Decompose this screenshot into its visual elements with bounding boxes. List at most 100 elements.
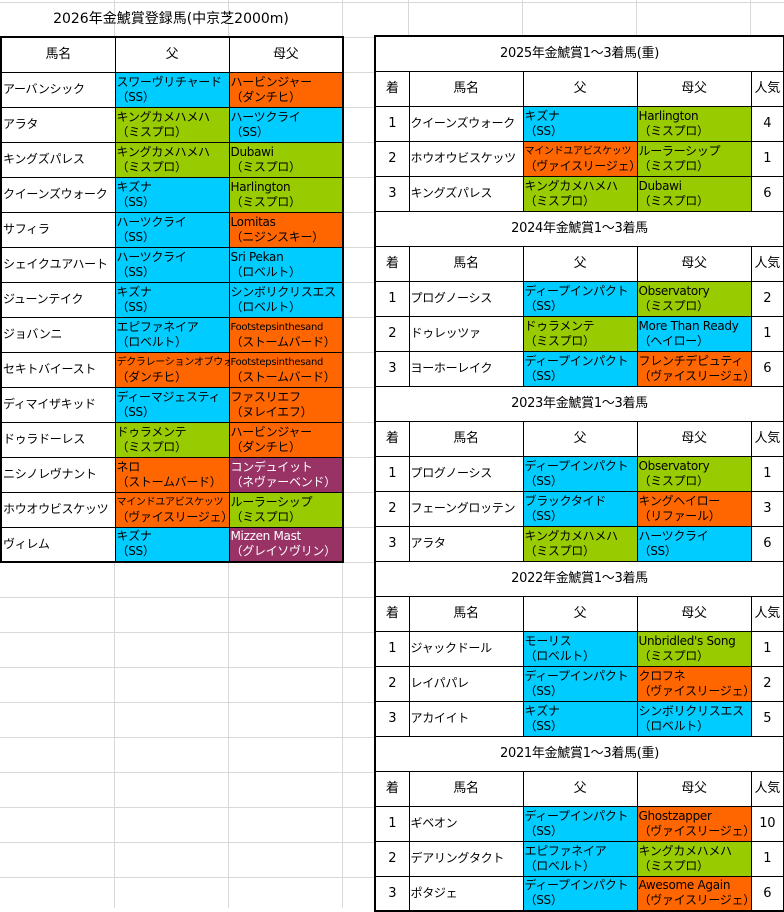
horse-name-cell[interactable]: アラタ xyxy=(408,525,524,562)
horse-name-cell[interactable]: ヴィレム xyxy=(0,526,116,563)
sire-header[interactable]: 父 xyxy=(522,245,638,282)
horse-name-cell[interactable]: セキトバイースト xyxy=(0,351,116,388)
horse-name-cell[interactable]: ホウオウビスケッツ xyxy=(0,491,116,528)
sire-cell[interactable]: ディープインパクト （SS） xyxy=(522,350,638,387)
horse-name-cell[interactable]: ヨーホーレイク xyxy=(408,350,524,387)
broodmare-sire-header[interactable]: 母父 xyxy=(228,36,344,73)
sire-cell[interactable]: マインドユアビスケッツ （ヴァイスリージェ） xyxy=(522,140,638,177)
popularity-header[interactable]: 人気 xyxy=(750,770,784,807)
horse-name-header[interactable]: 馬名 xyxy=(408,70,524,107)
sire-header[interactable]: 父 xyxy=(522,595,638,632)
year-title[interactable]: 2025年金鯱賞1～3着馬(重) xyxy=(374,35,784,72)
sire-cell[interactable]: ディープインパクト （SS） xyxy=(522,875,638,912)
rank-cell[interactable]: 2 xyxy=(374,840,410,877)
sire-cell[interactable]: ハーツクライ （SS） xyxy=(114,211,230,248)
horse-name-cell[interactable]: ジューンテイク xyxy=(0,281,116,318)
sire-cell[interactable]: キズナ （SS） xyxy=(522,105,638,142)
popularity-cell[interactable]: 1 xyxy=(750,840,784,877)
broodmare-sire-cell[interactable]: Ghostzapper （ヴァイスリージェ） xyxy=(636,805,752,842)
sire-cell[interactable]: キングカメハメハ （ミスプロ） xyxy=(522,175,638,212)
horse-name-cell[interactable]: デアリングタクト xyxy=(408,840,524,877)
horse-name-header[interactable]: 馬名 xyxy=(408,245,524,282)
horse-name-cell[interactable]: アカイイト xyxy=(408,700,524,737)
horse-name-cell[interactable]: サフィラ xyxy=(0,211,116,248)
broodmare-sire-cell[interactable]: More Than Ready （ヘイロー） xyxy=(636,315,752,352)
horse-name-cell[interactable]: ジョバンニ xyxy=(0,316,116,353)
horse-name-cell[interactable]: キングズパレス xyxy=(408,175,524,212)
sire-cell[interactable]: ディープインパクト （SS） xyxy=(522,455,638,492)
sire-cell[interactable]: マインドユアビスケッツ （ヴァイスリージェ） xyxy=(114,491,230,528)
broodmare-sire-cell[interactable]: Sri Pekan （ロベルト） xyxy=(228,246,344,283)
horse-name-cell[interactable]: キングズパレス xyxy=(0,141,116,178)
broodmare-sire-header[interactable]: 母父 xyxy=(636,420,752,457)
broodmare-sire-cell[interactable]: シンボリクリスエス （ロベルト） xyxy=(228,281,344,318)
broodmare-sire-header[interactable]: 母父 xyxy=(636,595,752,632)
broodmare-sire-cell[interactable]: Harlington （ミスプロ） xyxy=(636,105,752,142)
popularity-cell[interactable]: 4 xyxy=(750,105,784,142)
horse-name-cell[interactable]: ギベオン xyxy=(408,805,524,842)
horse-name-cell[interactable]: ホウオウビスケッツ xyxy=(408,140,524,177)
broodmare-sire-cell[interactable]: Footstepsinthesand （ストームバード） xyxy=(228,316,344,353)
broodmare-sire-cell[interactable]: キングカメハメハ （ミスプロ） xyxy=(636,840,752,877)
broodmare-sire-cell[interactable]: ルーラーシップ （ミスプロ） xyxy=(636,140,752,177)
year-title[interactable]: 2022年金鯱賞1～3着馬 xyxy=(374,560,784,597)
year-title[interactable]: 2021年金鯱賞1～3着馬(重) xyxy=(374,735,784,772)
horse-name-cell[interactable]: アーバンシック xyxy=(0,71,116,108)
popularity-header[interactable]: 人気 xyxy=(750,70,784,107)
horse-name-cell[interactable]: レイパパレ xyxy=(408,665,524,702)
rank-cell[interactable]: 3 xyxy=(374,875,410,912)
sire-cell[interactable]: モーリス （ロベルト） xyxy=(522,630,638,667)
sire-cell[interactable]: キズナ （SS） xyxy=(114,176,230,213)
sire-cell[interactable]: キングカメハメハ （ミスプロ） xyxy=(114,106,230,143)
rank-header[interactable]: 着 xyxy=(374,70,410,107)
horse-name-cell[interactable]: クイーンズウォーク xyxy=(0,176,116,213)
broodmare-sire-cell[interactable]: Observatory （ミスプロ） xyxy=(636,455,752,492)
popularity-header[interactable]: 人気 xyxy=(750,245,784,282)
horse-name-cell[interactable]: フェーングロッテン xyxy=(408,490,524,527)
sire-cell[interactable]: ハーツクライ （SS） xyxy=(114,246,230,283)
popularity-cell[interactable]: 3 xyxy=(750,490,784,527)
popularity-cell[interactable]: 6 xyxy=(750,175,784,212)
sire-header[interactable]: 父 xyxy=(114,36,230,73)
year-title[interactable]: 2024年金鯱賞1～3着馬 xyxy=(374,210,784,247)
rank-cell[interactable]: 2 xyxy=(374,490,410,527)
horse-name-header[interactable]: 馬名 xyxy=(0,36,116,73)
popularity-cell[interactable]: 1 xyxy=(750,455,784,492)
rank-cell[interactable]: 3 xyxy=(374,525,410,562)
rank-header[interactable]: 着 xyxy=(374,245,410,282)
sire-cell[interactable]: エピファネイア （ロベルト） xyxy=(114,316,230,353)
popularity-cell[interactable]: 2 xyxy=(750,665,784,702)
rank-header[interactable]: 着 xyxy=(374,770,410,807)
horse-name-cell[interactable]: ディマイザキッド xyxy=(0,386,116,423)
rank-cell[interactable]: 3 xyxy=(374,700,410,737)
rank-cell[interactable]: 1 xyxy=(374,455,410,492)
sire-header[interactable]: 父 xyxy=(522,70,638,107)
broodmare-sire-cell[interactable]: Unbridled's Song （ミスプロ） xyxy=(636,630,752,667)
broodmare-sire-cell[interactable]: Dubawi （ミスプロ） xyxy=(228,141,344,178)
horse-name-cell[interactable]: プログノーシス xyxy=(408,455,524,492)
broodmare-sire-cell[interactable]: Harlington （ミスプロ） xyxy=(228,176,344,213)
broodmare-sire-cell[interactable]: Mizzen Mast （グレイソヴリン） xyxy=(228,526,344,563)
broodmare-sire-cell[interactable]: Awesome Again （ヴァイスリージェ） xyxy=(636,875,752,912)
broodmare-sire-cell[interactable]: ハーツクライ （SS） xyxy=(636,525,752,562)
rank-cell[interactable]: 1 xyxy=(374,630,410,667)
sire-cell[interactable]: ディープインパクト （SS） xyxy=(522,280,638,317)
broodmare-sire-cell[interactable]: ハーツクライ （SS） xyxy=(228,106,344,143)
popularity-cell[interactable]: 6 xyxy=(750,875,784,912)
sire-cell[interactable]: ドゥラメンテ （ミスプロ） xyxy=(522,315,638,352)
horse-name-cell[interactable]: プログノーシス xyxy=(408,280,524,317)
rank-header[interactable]: 着 xyxy=(374,595,410,632)
popularity-cell[interactable]: 10 xyxy=(750,805,784,842)
horse-name-header[interactable]: 馬名 xyxy=(408,770,524,807)
horse-name-cell[interactable]: ポタジェ xyxy=(408,875,524,912)
sire-cell[interactable]: キズナ （SS） xyxy=(522,700,638,737)
broodmare-sire-cell[interactable]: Lomitas （ニジンスキー） xyxy=(228,211,344,248)
horse-name-cell[interactable]: シェイクユアハート xyxy=(0,246,116,283)
rank-cell[interactable]: 3 xyxy=(374,175,410,212)
popularity-cell[interactable]: 1 xyxy=(750,140,784,177)
horse-name-header[interactable]: 馬名 xyxy=(408,420,524,457)
popularity-cell[interactable]: 1 xyxy=(750,315,784,352)
sire-cell[interactable]: エピファネイア （ロベルト） xyxy=(522,840,638,877)
rank-cell[interactable]: 2 xyxy=(374,665,410,702)
broodmare-sire-header[interactable]: 母父 xyxy=(636,70,752,107)
